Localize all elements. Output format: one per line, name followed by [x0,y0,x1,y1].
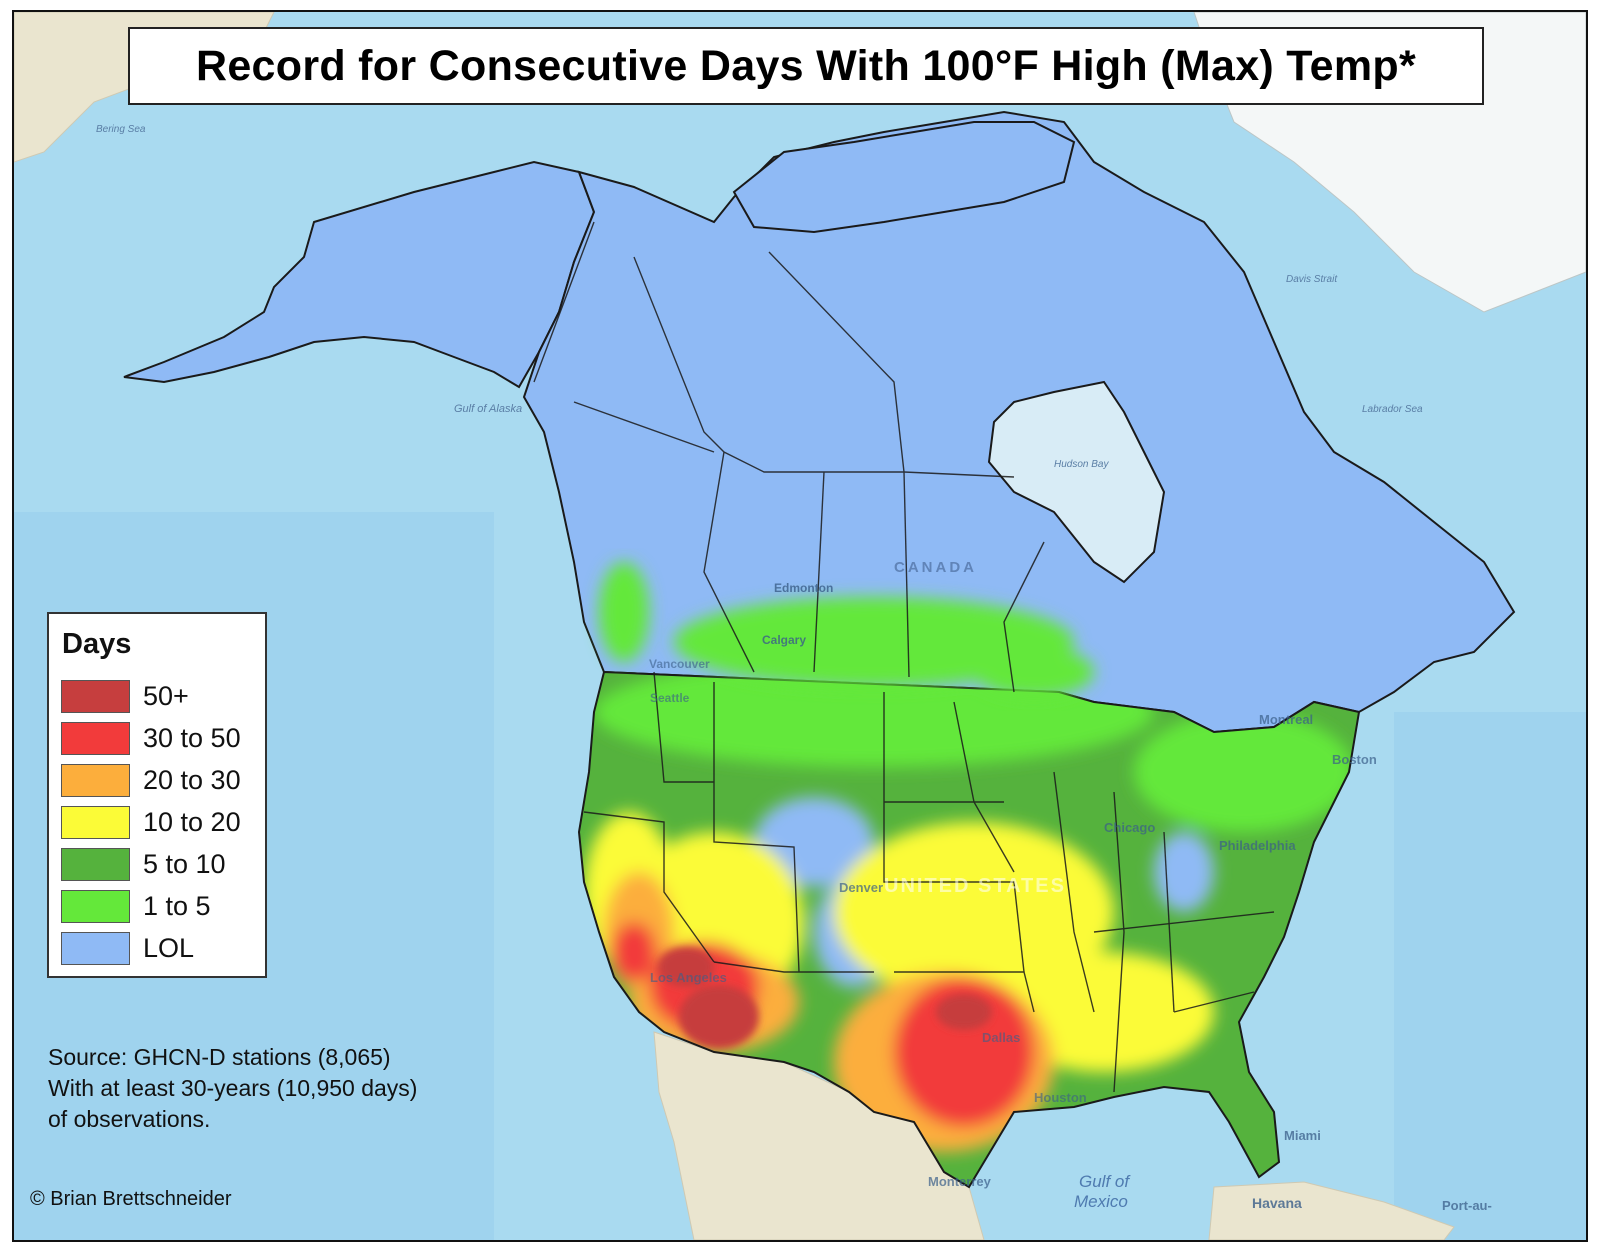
ocean-deep-east [1394,712,1586,1240]
legend-swatch [61,679,130,713]
zone-red-california [612,922,656,982]
legend-item-5-to-10: 5 to 10 [61,846,226,882]
legend-item-lol: LOL [61,930,194,966]
label-port-au: Port-au- [1442,1198,1492,1213]
label-bering-sea: Bering Sea [96,124,146,135]
legend-label: 30 to 50 [143,722,241,753]
legend-swatch [61,847,130,881]
legend-item-20-to-30: 20 to 30 [61,762,241,798]
label-vancouver: Vancouver [649,657,710,671]
zone-lol-appalachia [1154,832,1214,912]
legend-swatch [61,931,130,965]
label-denver: Denver [839,880,883,895]
legend-label: 5 to 10 [143,848,226,879]
source-line-1: Source: GHCN-D stations (8,065) [48,1044,391,1070]
legend-label: 20 to 30 [143,764,241,795]
label-dallas: Dallas [982,1030,1020,1045]
hudson-bay [987,380,1166,584]
label-hudson-bay: Hudson Bay [1054,459,1109,470]
label-calgary: Calgary [762,633,806,647]
legend-label: 10 to 20 [143,806,241,837]
map-frame: CANADA UNITED STATES Hudson Bay Gulf of … [12,10,1588,1242]
label-montreal: Montreal [1259,712,1313,727]
legend-swatch [61,889,130,923]
zone-darkred-texas [936,994,992,1030]
zone-canada-bc [599,562,649,662]
legend-swatch [61,805,130,839]
map-title: Record for Consecutive Days With 100°F H… [195,41,1417,90]
label-gulf-of-alaska: Gulf of Alaska [454,403,522,415]
label-labrador-sea: Labrador Sea [1362,404,1423,415]
label-davis-strait: Davis Strait [1286,274,1338,285]
credit: © Brian Brettschneider [30,1188,232,1210]
legend-item-50-plus: 50+ [61,678,189,714]
label-united-states: UNITED STATES [884,875,1066,897]
legend-item-1-to-5: 1 to 5 [61,888,211,924]
label-havana: Havana [1252,1195,1302,1211]
label-monterrey: Monterrey [928,1174,992,1189]
cuba-land [1208,1181,1455,1240]
zone-canada-prairies [674,597,1074,687]
label-gulf-of-mexico-2: Mexico [1074,1192,1128,1211]
zone-yellow-plains [834,822,1114,1002]
label-houston: Houston [1034,1090,1087,1105]
zone-darkred-mojave [658,947,714,987]
label-chicago: Chicago [1104,820,1155,835]
label-los-angeles: Los Angeles [650,970,727,985]
source-line-3: of observations. [48,1106,211,1132]
legend-label: LOL [143,932,195,963]
us-outline [577,670,1361,1189]
label-philadelphia: Philadelphia [1219,838,1296,853]
source-line-2: With at least 30-years (10,950 days) [48,1075,418,1101]
zone-lightgreen-east [1134,712,1354,832]
label-canada: CANADA [894,559,977,576]
legend-swatch [61,721,130,755]
label-boston: Boston [1332,752,1377,767]
zone-darkred-arizona [679,985,759,1049]
title-box: Record for Consecutive Days With 100°F H… [128,27,1484,105]
label-seattle: Seattle [650,691,690,705]
canada-arctic-islands [732,121,1076,234]
zone-red-texas [894,977,1034,1127]
legend-label: 1 to 5 [143,890,211,921]
legend-item-30-to-50: 30 to 50 [61,720,241,756]
legend-swatch [61,763,130,797]
admin-borders [533,221,1275,1093]
label-gulf-of-mexico: Gulf of [1079,1172,1131,1191]
legend-item-10-to-20: 10 to 20 [61,804,241,840]
legend-title: Days [62,628,132,660]
zone-lol-wyoming [754,797,874,887]
legend-label: 50+ [143,680,189,711]
source-note: Source: GHCN-D stations (8,065) With at … [48,1042,417,1135]
label-edmonton: Edmonton [774,581,833,595]
zone-canada-ontario [974,647,1094,697]
legend: Days 50+ 30 to 50 20 to 30 10 to 20 5 to… [47,612,267,978]
map-canvas[interactable]: CANADA UNITED STATES Hudson Bay Gulf of … [14,12,1586,1240]
label-miami: Miami [1284,1128,1321,1143]
